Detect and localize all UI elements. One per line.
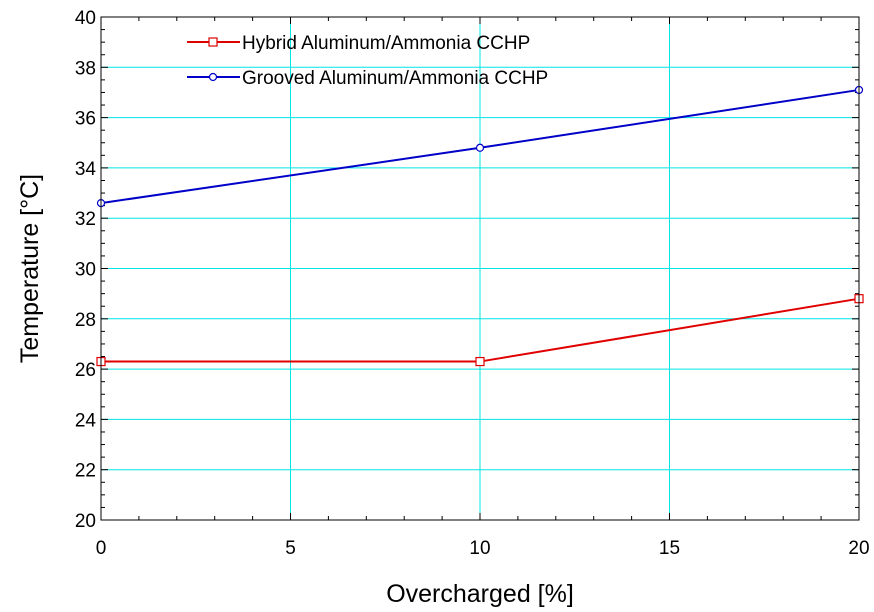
y-tick-label: 26 <box>75 360 96 381</box>
data-point-square <box>475 356 485 367</box>
data-point-circle <box>208 72 218 82</box>
plot-frame <box>100 16 860 521</box>
x-tick-label: 10 <box>469 538 490 559</box>
y-tick-label: 34 <box>75 159 97 180</box>
y-tick-label: 30 <box>75 260 96 281</box>
x-axis-title: Overcharged [%] <box>386 580 574 608</box>
legend-item: Grooved Aluminum/Ammonia CCHP <box>187 68 548 89</box>
grid <box>101 17 859 520</box>
y-tick-labels: 20 22 24 26 28 30 32 34 36 38 40 <box>75 8 97 532</box>
legend-label: Hybrid Aluminum/Ammonia CCHP <box>242 33 530 54</box>
y-axis-title: Temperature [°C] <box>16 174 44 363</box>
y-tick-label: 24 <box>75 410 97 431</box>
y-tick-label: 32 <box>75 209 96 230</box>
y-tick-label: 22 <box>75 461 96 482</box>
data-point-square <box>208 37 218 47</box>
x-tick-label: 5 <box>285 538 296 559</box>
legend: Hybrid Aluminum/Ammonia CCHP Grooved Alum… <box>187 33 548 89</box>
y-tick-label: 20 <box>75 511 96 532</box>
legend-label: Grooved Aluminum/Ammonia CCHP <box>242 68 548 89</box>
y-tick-label: 36 <box>75 109 96 130</box>
x-tick-label: 15 <box>659 538 680 559</box>
x-tick-labels: 0 5 10 15 20 <box>96 538 870 559</box>
y-tick-label: 40 <box>75 8 96 29</box>
legend-item: Hybrid Aluminum/Ammonia CCHP <box>187 33 530 54</box>
x-tick-label: 0 <box>96 538 107 559</box>
y-tick-label: 38 <box>75 58 96 79</box>
y-tick-label: 28 <box>75 310 96 331</box>
x-tick-label: 20 <box>848 538 869 559</box>
data-point-circle <box>475 143 485 152</box>
